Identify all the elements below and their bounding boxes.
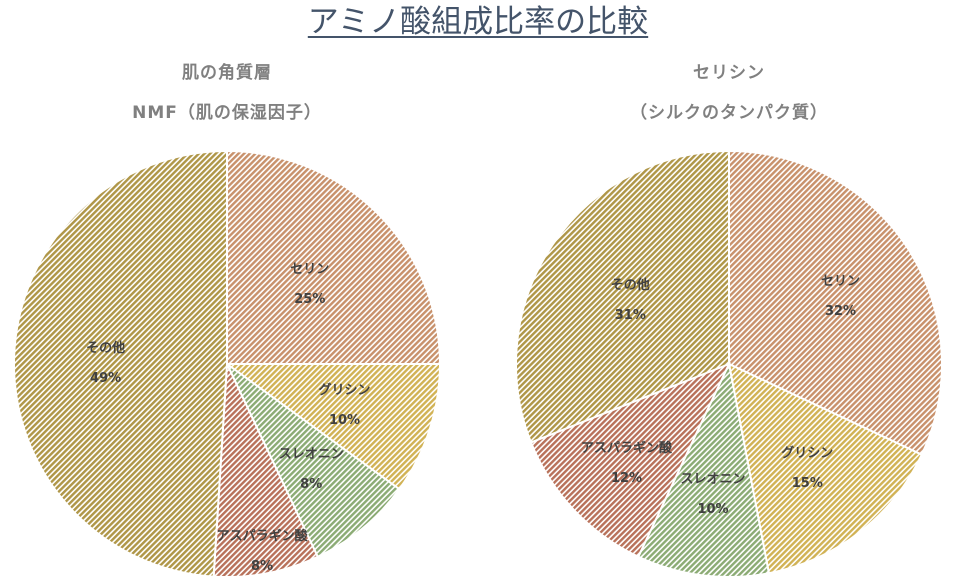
pie-chart-sericin: セリン 32% グリシン 15% スレオニン 10% アスパラギン酸 12% その他 31% [515, 149, 943, 578]
pie-1-label-asparagine: アスパラギン酸 [217, 528, 309, 544]
page-title: アミノ酸組成比率の比較 [0, 2, 956, 42]
pie-1-slice-asparagine [212, 363, 320, 578]
pie-2-label-asparagine: アスパラギン酸 [581, 440, 673, 456]
pie-2-label-threonine: スレオニン [680, 472, 745, 487]
pie-2-value-other: 31% [615, 308, 646, 323]
pie-1-label-serine: セリン [290, 262, 329, 277]
pie-1-value-other: 49% [90, 371, 121, 386]
pie-1-slice-serine [226, 149, 442, 365]
pie-2-value-glycine: 15% [792, 476, 823, 491]
pie-2-value-threonine: 10% [697, 502, 728, 517]
pie-1-slice-threonine [226, 363, 401, 559]
pie-2-label-glycine: グリシン [781, 445, 833, 461]
pie-1-value-glycine: 10% [329, 413, 360, 428]
pie-2-slice-serine [728, 149, 943, 457]
pie-2-slice-threonine [636, 360, 771, 578]
pie-1-label-threonine: スレオニン [279, 447, 344, 462]
pie-2-label-other: その他 [611, 277, 650, 293]
pie-2-slice-asparagine [529, 362, 731, 559]
pie-1-slice-other [13, 149, 228, 578]
chart-2-title-line1: セリシン [693, 63, 765, 83]
pie-1-value-threonine: 8% [300, 477, 322, 492]
pie-chart-nmf: セリン 25% グリシン 10% スレオニン 8% アスパラギン酸 8% その他 49% [13, 149, 442, 578]
pie-2-value-asparagine: 12% [611, 471, 642, 486]
chart-2-title-line2: （シルクのタンパク質） [630, 103, 828, 123]
chart-1-title-line1: 肌の角質層 [182, 63, 272, 83]
page-title-text: アミノ酸組成比率の比較 [307, 4, 649, 40]
pie-2-slice-glycine [727, 362, 924, 575]
pie-1-label-other: その他 [86, 340, 125, 356]
pie-1-slice-glycine [223, 363, 442, 491]
pie-1-value-serine: 25% [294, 292, 325, 307]
chart-1-title-line2: NMF（肌の保湿因子） [132, 103, 322, 123]
pie-1-value-asparagine: 8% [251, 559, 273, 574]
pie-1-label-glycine: グリシン [318, 382, 370, 398]
pie-2-slice-other [515, 149, 730, 444]
pie-2-value-serine: 32% [825, 304, 856, 319]
pie-2-label-serine: セリン [821, 274, 860, 289]
